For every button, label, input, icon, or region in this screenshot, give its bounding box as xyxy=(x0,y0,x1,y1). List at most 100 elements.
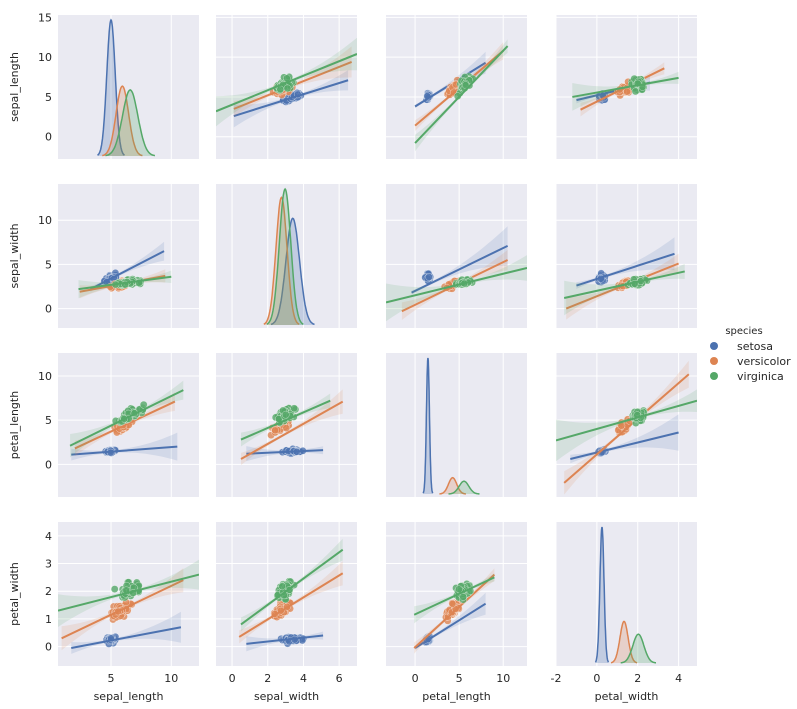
regression-line-virginica xyxy=(414,45,509,144)
legend-marker-virginica xyxy=(710,372,718,380)
panel-plot-area xyxy=(216,37,357,128)
legend: species setosa versicolor virginica xyxy=(710,326,791,383)
confidence-band-versicolor xyxy=(233,46,352,117)
regression-line-virginica xyxy=(216,53,357,113)
kde-curve-virginica xyxy=(105,89,156,157)
kde-curve-virginica xyxy=(266,187,304,325)
scatter-point-virginica xyxy=(278,582,286,591)
panel-sepal_length-vs-sepal_width xyxy=(216,15,357,159)
kde-curve-virginica xyxy=(620,633,656,664)
x-tick-label: -2 xyxy=(551,672,562,685)
y-tick-label: 0 xyxy=(45,131,52,144)
panel-background xyxy=(58,184,199,328)
regression-line-virginica xyxy=(240,399,331,441)
panel-plot-area xyxy=(413,568,496,654)
panel-plot-area xyxy=(414,39,509,152)
regression-line-versicolor xyxy=(413,573,496,649)
x-axis-title: sepal_length xyxy=(94,690,164,703)
scatter-point-versicolor xyxy=(282,424,291,432)
y-axis-title: sepal_length xyxy=(8,52,21,122)
panel-sepal_width-vs-sepal_length xyxy=(58,184,199,328)
regression-line-virginica xyxy=(78,275,172,291)
x-tick-label: 5 xyxy=(108,672,115,685)
panel-background xyxy=(556,522,697,666)
regression-line-virginica xyxy=(386,266,527,304)
x-tick-label: 6 xyxy=(336,672,343,685)
panel-petal_width-vs-sepal_width xyxy=(216,522,357,666)
scatter-point-virginica xyxy=(110,585,119,593)
regression-line-setosa xyxy=(71,626,182,649)
scatter-point-virginica xyxy=(290,404,298,413)
x-tick-label: 4 xyxy=(300,672,307,685)
y-tick-label: 5 xyxy=(45,414,52,427)
regression-line-versicolor xyxy=(580,67,665,111)
y-axis-title: sepal_width xyxy=(8,223,21,288)
confidence-band-virginica xyxy=(572,71,679,111)
panel-petal_length-vs-sepal_length xyxy=(58,353,199,497)
panel-plot-area xyxy=(563,237,685,320)
y-tick-label: 10 xyxy=(38,51,52,64)
kde-curve-setosa xyxy=(422,357,434,494)
scatter-point-virginica xyxy=(459,593,467,601)
regression-line-virginica xyxy=(58,573,199,612)
panel-petal_width-vs-sepal_length xyxy=(58,522,199,666)
regression-line-virginica xyxy=(556,399,697,442)
confidence-band-versicolor xyxy=(239,561,343,644)
regression-line-setosa xyxy=(246,634,324,645)
regression-line-virginica xyxy=(413,576,495,616)
regression-line-versicolor xyxy=(74,400,176,450)
legend-marker-versicolor xyxy=(710,357,718,365)
kde-curve-setosa xyxy=(594,526,610,663)
legend-marker-setosa xyxy=(710,342,718,350)
panel-sepal_length-vs-petal_length xyxy=(386,15,527,159)
panel-sepal_width-vs-petal_length xyxy=(386,184,527,328)
kde-curve-versicolor xyxy=(102,85,143,157)
regression-line-versicolor xyxy=(238,572,344,638)
legend-label-versicolor: versicolor xyxy=(737,355,791,368)
panel-plot-area xyxy=(572,62,679,117)
y-tick-label: 3 xyxy=(45,558,52,571)
kde-curve-setosa xyxy=(270,217,315,326)
confidence-band-virginica xyxy=(564,263,685,316)
x-tick-label: 4 xyxy=(675,672,682,685)
regression-line-virginica xyxy=(240,548,344,626)
regression-line-setosa xyxy=(411,244,509,294)
panel-plot-area xyxy=(386,226,527,322)
legend-label-virginica: virginica xyxy=(737,370,784,383)
regression-line-setosa xyxy=(71,445,178,456)
y-tick-label: 10 xyxy=(38,214,52,227)
panel-petal_width-vs-petal_length xyxy=(386,522,527,666)
kde-curve-virginica xyxy=(448,480,480,495)
regression-line-setosa xyxy=(233,79,349,117)
panel-plot-area xyxy=(58,559,199,654)
panel-sepal_width-vs-sepal_width xyxy=(216,184,357,328)
confidence-band-setosa xyxy=(576,237,675,289)
confidence-band-virginica xyxy=(386,255,527,322)
x-tick-label: 0 xyxy=(593,672,600,685)
y-tick-label: 10 xyxy=(38,370,52,383)
panel-plot-area xyxy=(594,526,656,664)
legend-title: species xyxy=(725,326,762,337)
y-tick-label: 0 xyxy=(45,303,52,316)
x-tick-label: 10 xyxy=(496,672,510,685)
kde-curve-versicolor xyxy=(610,620,638,664)
x-tick-label: 2 xyxy=(264,672,271,685)
panel-petal_length-vs-sepal_width xyxy=(216,353,357,497)
y-axis-title: petal_width xyxy=(8,562,21,626)
confidence-band-versicolor xyxy=(241,389,343,466)
panel-petal_width-vs-petal_width xyxy=(555,522,697,666)
regression-line-setosa xyxy=(414,602,487,649)
y-tick-label: 0 xyxy=(45,458,52,471)
panel-background xyxy=(386,353,527,497)
regression-line-versicolor xyxy=(240,400,344,460)
x-tick-label: 0 xyxy=(229,672,236,685)
regression-line-setosa xyxy=(246,449,324,455)
x-tick-label: 10 xyxy=(164,672,178,685)
x-axis-title: petal_width xyxy=(595,690,659,703)
regression-line-versicolor xyxy=(61,579,184,640)
panel-plot-area xyxy=(69,380,184,461)
kde-curve-versicolor xyxy=(439,476,466,495)
x-tick-label: 5 xyxy=(456,672,463,685)
x-axis-title: petal_length xyxy=(422,690,490,703)
y-tick-label: 5 xyxy=(45,91,52,104)
